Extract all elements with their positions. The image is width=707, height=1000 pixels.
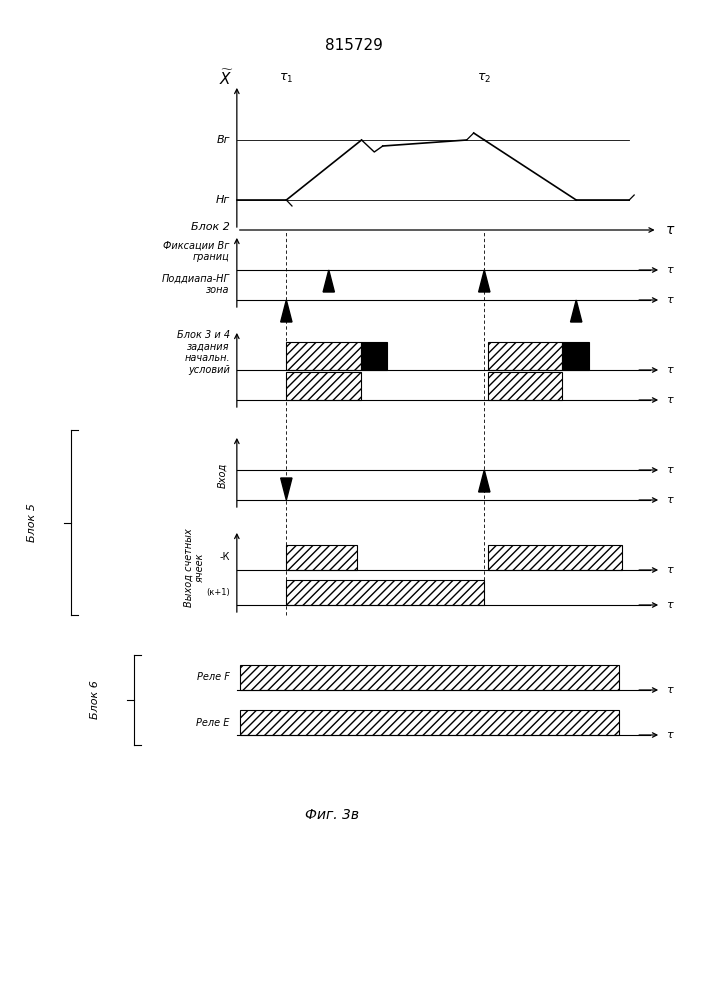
Text: Блок 5: Блок 5 [27, 503, 37, 542]
Text: Блок 2: Блок 2 [191, 222, 230, 232]
Text: Выход счетных
ячеек: Выход счетных ячеек [184, 528, 205, 607]
Text: $\tau_1$: $\tau_1$ [279, 72, 293, 85]
Text: $\tau$: $\tau$ [666, 265, 674, 275]
Polygon shape [281, 478, 292, 500]
Text: Реле F: Реле F [197, 672, 230, 682]
Bar [488, 372, 562, 400]
Text: Фиг. 3в: Фиг. 3в [305, 808, 359, 822]
Bar [361, 342, 387, 370]
Text: Вход: Вход [218, 462, 228, 488]
Bar [286, 580, 484, 605]
Polygon shape [479, 270, 490, 292]
Text: $\tau$: $\tau$ [666, 365, 674, 375]
Bar [286, 545, 357, 570]
Text: Реле E: Реле E [197, 718, 230, 728]
Text: Нг: Нг [216, 195, 230, 205]
Text: Вг: Вг [216, 135, 230, 145]
Text: $\tau$: $\tau$ [666, 395, 674, 405]
Bar [240, 710, 619, 735]
Text: Фиксации Вг
границ: Фиксации Вг границ [163, 240, 230, 262]
Bar [488, 342, 562, 370]
Polygon shape [571, 300, 582, 322]
Text: $\tau$: $\tau$ [666, 495, 674, 505]
Text: $\tau$: $\tau$ [665, 223, 675, 237]
Text: Блок 6: Блок 6 [90, 681, 100, 719]
Polygon shape [479, 470, 490, 492]
Text: Блок 3 и 4
задания
начальн.
условий: Блок 3 и 4 задания начальн. условий [177, 330, 230, 375]
Text: Поддиапа-НГ
зона: Поддиапа-НГ зона [162, 273, 230, 295]
Text: (к+1): (к+1) [206, 588, 230, 597]
Text: $\tau$: $\tau$ [666, 600, 674, 610]
Text: $\tau_2$: $\tau_2$ [477, 72, 491, 85]
Text: 815729: 815729 [325, 37, 382, 52]
Polygon shape [281, 300, 292, 322]
Text: $\tau$: $\tau$ [666, 565, 674, 575]
Bar [562, 342, 589, 370]
Text: $\widetilde{X}$: $\widetilde{X}$ [219, 68, 233, 88]
Polygon shape [323, 270, 334, 292]
Text: $\tau$: $\tau$ [666, 295, 674, 305]
Bar [488, 545, 622, 570]
Text: $\tau$: $\tau$ [666, 730, 674, 740]
Text: $\tau$: $\tau$ [666, 465, 674, 475]
Bar [240, 665, 619, 690]
Text: -К: -К [219, 552, 230, 562]
Bar [286, 342, 361, 370]
Text: $\tau$: $\tau$ [666, 685, 674, 695]
Bar [286, 372, 361, 400]
